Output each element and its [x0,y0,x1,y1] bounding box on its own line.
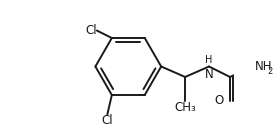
Text: Cl: Cl [102,115,113,127]
Text: 2: 2 [267,67,273,76]
Text: Cl: Cl [85,24,97,37]
Text: H: H [205,55,213,65]
Text: CH₃: CH₃ [174,101,196,114]
Text: NH: NH [255,60,272,73]
Text: N: N [205,68,213,81]
Text: O: O [214,94,223,107]
